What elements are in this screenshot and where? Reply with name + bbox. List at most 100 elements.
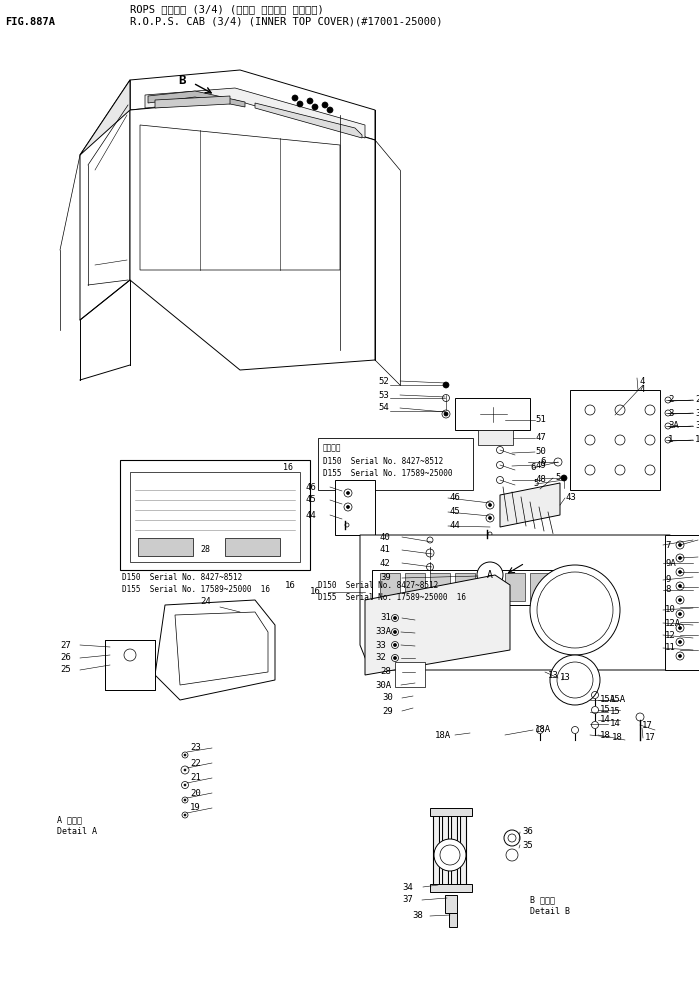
- Bar: [430, 808, 472, 816]
- Circle shape: [327, 107, 333, 113]
- Polygon shape: [145, 88, 365, 138]
- Circle shape: [297, 101, 303, 107]
- Circle shape: [394, 617, 396, 620]
- Circle shape: [679, 571, 682, 574]
- Text: 6: 6: [540, 458, 545, 467]
- Circle shape: [347, 492, 350, 495]
- Bar: [442, 810, 448, 885]
- Text: 33: 33: [375, 640, 386, 649]
- Text: 37: 37: [402, 896, 412, 905]
- Circle shape: [434, 839, 466, 871]
- Text: 3: 3: [695, 408, 699, 417]
- Text: 27: 27: [60, 640, 71, 649]
- Text: 39: 39: [380, 574, 391, 583]
- Bar: [445, 895, 457, 913]
- Text: 30A: 30A: [375, 680, 391, 689]
- Polygon shape: [665, 535, 699, 670]
- Text: 32: 32: [375, 653, 386, 662]
- Circle shape: [307, 98, 313, 104]
- Text: 26: 26: [60, 653, 71, 662]
- Text: ROPS キャブ゚ (3/4) (インナ トッブ゚ カパー): ROPS キャブ゚ (3/4) (インナ トッブ゚ カパー): [130, 4, 324, 14]
- Text: 14: 14: [610, 720, 621, 729]
- Text: 20: 20: [190, 788, 201, 797]
- Text: 12A: 12A: [665, 619, 681, 628]
- Polygon shape: [140, 125, 340, 270]
- Bar: [478, 430, 513, 445]
- Circle shape: [394, 643, 396, 646]
- Text: 42: 42: [380, 558, 391, 568]
- Text: 29: 29: [382, 706, 393, 716]
- Text: 16: 16: [310, 588, 321, 597]
- Circle shape: [489, 516, 491, 519]
- Bar: [225, 538, 280, 556]
- Text: 17: 17: [642, 721, 653, 730]
- Text: 33A: 33A: [375, 628, 391, 637]
- Text: D155  Serial No. 17589~25000  16: D155 Serial No. 17589~25000 16: [122, 586, 270, 595]
- Text: 4: 4: [640, 385, 645, 394]
- Text: 45: 45: [450, 507, 461, 516]
- Text: D155  Serial No. 17589~25000  16: D155 Serial No. 17589~25000 16: [318, 593, 466, 602]
- Text: 5: 5: [555, 474, 561, 483]
- Bar: [335, 480, 375, 535]
- Circle shape: [184, 754, 186, 756]
- Text: 44: 44: [450, 521, 461, 530]
- Text: 1: 1: [668, 436, 673, 445]
- Text: 3A: 3A: [695, 421, 699, 431]
- Circle shape: [444, 412, 448, 416]
- Polygon shape: [130, 472, 300, 562]
- Circle shape: [312, 104, 318, 110]
- Text: 7: 7: [665, 540, 670, 549]
- Text: 44: 44: [305, 510, 316, 519]
- Circle shape: [443, 382, 449, 388]
- Circle shape: [679, 556, 682, 559]
- Text: 3: 3: [668, 408, 673, 417]
- Circle shape: [292, 95, 298, 101]
- Bar: [318, 438, 473, 490]
- Polygon shape: [130, 70, 375, 140]
- Text: 30: 30: [382, 693, 393, 702]
- Polygon shape: [80, 80, 130, 155]
- Text: 54: 54: [378, 403, 389, 412]
- Text: 22: 22: [190, 759, 201, 768]
- Text: A 詳細図: A 詳細図: [57, 815, 82, 824]
- Text: 28: 28: [380, 667, 391, 676]
- Bar: [530, 573, 550, 601]
- Text: 31: 31: [380, 614, 391, 623]
- Bar: [405, 573, 425, 601]
- Polygon shape: [455, 398, 530, 430]
- Circle shape: [184, 799, 186, 801]
- Bar: [433, 810, 439, 885]
- Text: 35: 35: [522, 840, 533, 849]
- Circle shape: [561, 475, 567, 481]
- Bar: [120, 460, 310, 570]
- Text: 48: 48: [535, 476, 546, 485]
- Circle shape: [679, 613, 682, 616]
- Text: 1: 1: [695, 436, 699, 445]
- Text: 47: 47: [535, 434, 546, 443]
- Text: 46: 46: [450, 494, 461, 502]
- Bar: [138, 538, 193, 556]
- Circle shape: [394, 656, 396, 659]
- Circle shape: [679, 627, 682, 630]
- Text: D150  Serial No. 8427~8512: D150 Serial No. 8427~8512: [122, 574, 243, 583]
- Text: 18A: 18A: [535, 726, 551, 735]
- Polygon shape: [80, 80, 130, 320]
- Text: 8: 8: [665, 586, 670, 595]
- Bar: [480, 573, 500, 601]
- Circle shape: [679, 543, 682, 546]
- Text: 16: 16: [283, 463, 293, 472]
- Circle shape: [184, 769, 186, 771]
- Polygon shape: [360, 535, 680, 670]
- Text: 17: 17: [645, 734, 656, 743]
- Text: 適用号機: 適用号機: [323, 444, 342, 453]
- Text: 15: 15: [600, 705, 611, 715]
- Text: D150  Serial No. 8427~8512: D150 Serial No. 8427~8512: [318, 581, 438, 590]
- Text: 40: 40: [380, 532, 391, 541]
- Text: 52: 52: [378, 376, 389, 385]
- Text: 43: 43: [565, 494, 576, 502]
- Polygon shape: [500, 483, 560, 527]
- Bar: [105, 640, 155, 690]
- Text: 49: 49: [535, 461, 546, 470]
- Text: FIG.887A: FIG.887A: [5, 17, 55, 27]
- Text: 10: 10: [665, 606, 676, 615]
